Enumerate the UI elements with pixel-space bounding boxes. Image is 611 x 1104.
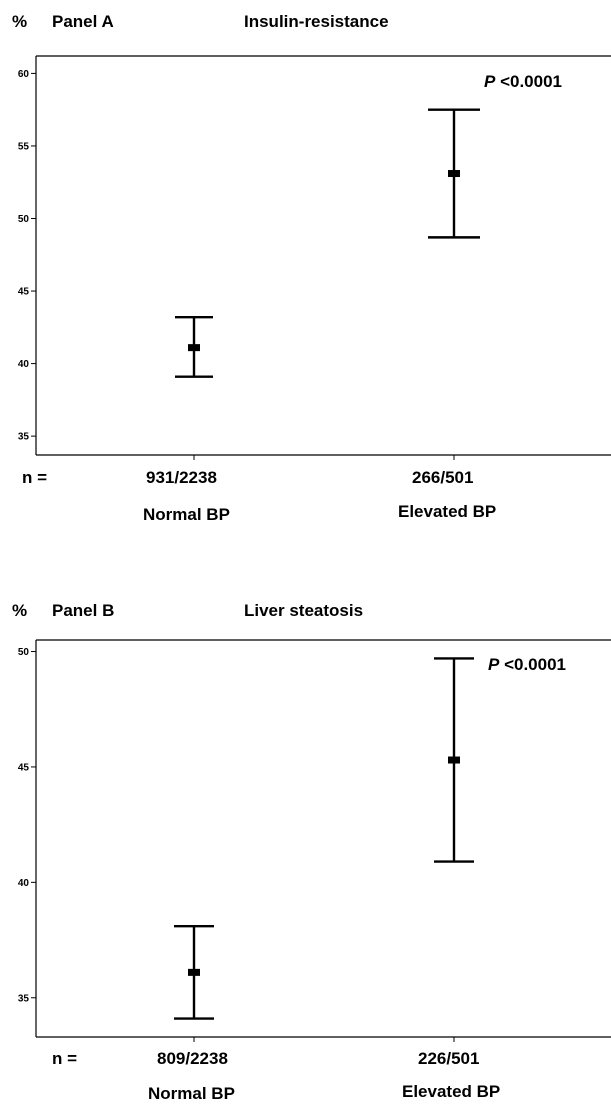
panel-a-n-label: n = xyxy=(22,468,48,487)
panel-a-y-tick: 35 xyxy=(18,432,36,443)
panel-b-y-tick-label: 45 xyxy=(18,762,30,773)
panel-b-y-unit: % xyxy=(12,601,28,620)
panel-a-y-tick: 60 xyxy=(18,69,36,80)
panel-a-title: Insulin-resistance xyxy=(244,12,389,31)
panel-a-point-estimate xyxy=(448,170,460,178)
panel-a-y-tick-label: 35 xyxy=(18,432,30,443)
panel-b-p-value: P <0.0001 xyxy=(488,655,567,674)
panel-b-category-normal: Normal BP xyxy=(148,1084,235,1103)
panel-a-n-elevated: 266/501 xyxy=(412,468,474,487)
panel-b-errorbar-elevated xyxy=(434,657,474,863)
panel-b-n-label: n = xyxy=(52,1049,78,1068)
panel-a-label: Panel A xyxy=(52,12,114,31)
panel-b-n-elevated: 226/501 xyxy=(418,1049,480,1068)
panel-a-y-tick-label: 40 xyxy=(18,359,30,370)
panel-a-point-estimate xyxy=(188,344,200,352)
panel-a-y-tick-label: 55 xyxy=(18,141,30,152)
panel-a-p-value: P <0.0001 xyxy=(484,72,563,91)
panel-b-y-tick-label: 40 xyxy=(18,878,30,889)
panel-b-category-elevated: Elevated BP xyxy=(402,1082,501,1101)
panel-b-point-estimate xyxy=(448,756,460,764)
panel-a-y-tick-label: 50 xyxy=(18,214,30,225)
panel-a-y-tick: 50 xyxy=(18,214,36,225)
panel-a-y-tick: 55 xyxy=(18,141,36,152)
panel-a-y-tick: 40 xyxy=(18,359,36,370)
panel-b-y-tick: 45 xyxy=(18,762,36,773)
panel-b-y-tick: 40 xyxy=(18,878,36,889)
panel-a-errorbar-elevated xyxy=(428,108,480,239)
panel-b-y-tick-label: 35 xyxy=(18,993,30,1004)
panel-a-y-tick-label: 60 xyxy=(18,69,30,80)
panel-b-point-estimate xyxy=(188,968,200,976)
panel-b-y-tick: 50 xyxy=(18,647,36,658)
panel-b-y-tick-label: 50 xyxy=(18,647,30,658)
panel-a-plot: 35 40 45 50 55 60 xyxy=(18,55,611,460)
panel-a-errorbar-normal xyxy=(175,315,213,378)
panel-b-y-tick: 35 xyxy=(18,993,36,1004)
panel-a-y-tick: 45 xyxy=(18,287,36,298)
panel-b-n-normal: 809/2238 xyxy=(157,1049,228,1068)
panel-a-category-normal: Normal BP xyxy=(143,505,230,524)
panel-a-y-tick-label: 45 xyxy=(18,287,30,298)
panel-a-n-normal: 931/2238 xyxy=(146,468,217,487)
panel-b-errorbar-normal xyxy=(174,925,214,1020)
panel-a-category-elevated: Elevated BP xyxy=(398,502,497,521)
panel-b-title: Liver steatosis xyxy=(244,601,364,620)
panel-a-y-unit: % xyxy=(12,12,28,31)
panel-b-label: Panel B xyxy=(52,601,115,620)
